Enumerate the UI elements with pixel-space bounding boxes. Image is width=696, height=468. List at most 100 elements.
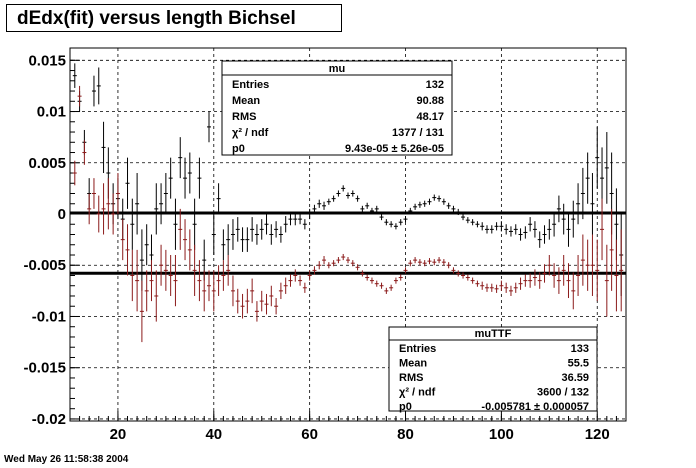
chart-title: dEdx(fit) versus length Bichsel [6,4,342,32]
data-point [96,67,101,105]
data-point [571,200,576,238]
x-tick-label: 120 [585,426,610,443]
data-point [384,287,389,294]
data-point [489,225,494,234]
data-point [480,222,485,231]
data-point [571,272,576,310]
data-point [437,257,442,264]
data-point [489,283,494,292]
data-point [576,183,581,225]
data-point [422,260,427,267]
stat-value: -0.005781 ± 0.000057 [481,401,589,413]
data-point [322,256,327,265]
data-point [389,221,394,228]
data-point [144,270,149,312]
data-point [513,224,518,235]
data-point [91,178,96,209]
data-point [393,223,398,230]
data-point [604,132,609,204]
data-point [135,173,140,235]
data-point [197,157,202,199]
y-tick-label: -0.02 [32,411,66,428]
data-point [178,137,183,179]
stat-label: Entries [399,343,436,355]
data-point [259,219,264,240]
data-point [556,267,561,294]
data-point [580,234,585,286]
data-point [485,283,489,292]
data-point [518,228,523,241]
data-point [523,274,528,287]
data-point [82,140,87,165]
data-point [101,183,106,235]
data-point [561,203,566,235]
data-point [269,285,274,307]
data-point [369,207,374,215]
data-point [475,280,480,287]
data-point [403,267,408,274]
data-point [250,217,255,242]
data-point [513,282,518,293]
data-point [523,226,528,239]
data-point [566,263,571,299]
data-point [322,201,327,210]
stat-value: 3600 / 132 [537,387,589,399]
data-point [408,207,413,215]
data-point [461,214,466,221]
data-point [475,221,480,228]
stats-box-mu: mu Entries 132 Mean 90.88 RMS 48.17 χ² / ndf 13… [221,60,453,156]
y-tick-label: -0.01 [32,308,66,325]
x-tick-label: 40 [205,426,222,443]
data-point [312,266,317,275]
data-point [398,274,403,281]
data-point [398,219,403,226]
y-tick-label: 0 [58,206,66,223]
data-point [537,231,542,248]
data-point [427,198,432,205]
data-point [499,221,504,232]
data-point [422,200,427,207]
data-point [111,193,116,235]
data-point [159,183,164,225]
data-point [211,214,216,255]
data-point [163,173,168,215]
data-point [537,272,542,289]
data-point [365,274,370,281]
data-point [298,214,303,225]
y-tick-label: -0.005 [23,257,66,274]
data-point [576,254,581,296]
data-point [230,275,235,307]
data-point [226,254,231,286]
data-point [245,288,250,314]
data-point [293,212,298,226]
data-point [312,204,317,213]
data-point [595,126,600,189]
data-point [542,264,547,283]
data-point [207,111,211,143]
data-point [461,272,466,279]
data-point [139,280,144,343]
data-point [173,198,178,250]
data-point [556,195,561,223]
data-point [547,254,552,276]
data-point [446,262,451,269]
data-point [283,216,288,233]
data-point [614,239,619,312]
data-point [168,157,173,199]
stat-label: Mean [399,358,427,370]
data-point [417,201,422,208]
data-point [130,249,135,302]
data-point [211,270,216,312]
data-point [499,280,504,291]
data-point [413,257,418,264]
data-point [230,219,235,250]
data-point [355,195,360,202]
stat-label: p0 [232,143,245,155]
data-point [532,269,537,286]
y-tick-label: -0.015 [23,360,66,377]
stat-label: Mean [232,95,260,107]
data-point [159,244,164,286]
data-point [283,277,288,294]
data-point [441,198,446,205]
